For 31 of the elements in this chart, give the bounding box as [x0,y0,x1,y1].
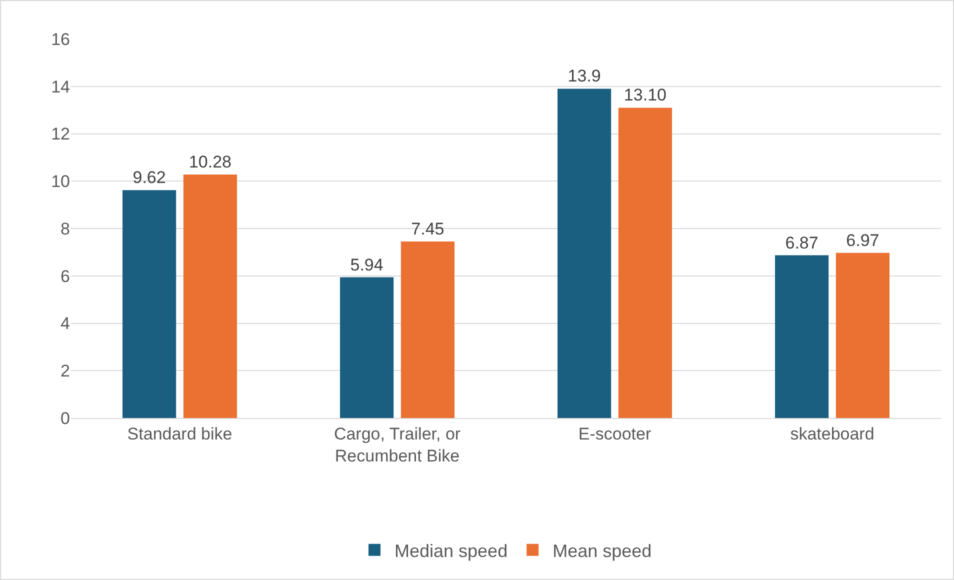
y-tick-label: 6 [60,266,70,286]
bar [340,277,394,418]
legend-label: Median speed [394,540,508,561]
x-tick-label: Standard bike [127,424,232,444]
data-label: 9.62 [132,168,166,188]
data-label: 6.87 [785,233,818,252]
data-label: 10.28 [188,152,232,172]
y-tick-label: 2 [60,362,70,381]
x-tick-label: Cargo, Trailer, or Recumbent Bike [334,424,461,466]
x-tick-label: skateboard [790,424,874,444]
y-tick-label: 4 [60,314,70,334]
data-label: 5.94 [350,255,384,274]
bar [400,242,454,418]
bar [618,108,672,418]
x-tick-label: E-scooter [578,424,652,444]
data-label: 6.97 [846,230,880,250]
bar [558,88,612,418]
legend-label: Mean speed [552,540,652,561]
data-label: 13.9 [568,66,601,86]
y-tick-label: 14 [51,77,70,96]
bar [775,255,829,418]
data-label: 13.10 [624,86,666,105]
y-tick-label: 16 [51,30,70,49]
bar [183,174,237,418]
data-label: 7.45 [411,220,444,239]
bar [122,190,176,418]
bar [836,252,890,418]
y-tick-label: 8 [60,219,70,238]
y-tick-label: 0 [60,408,70,428]
y-tick-label: 12 [51,124,70,144]
y-tick-label: 10 [51,172,70,192]
